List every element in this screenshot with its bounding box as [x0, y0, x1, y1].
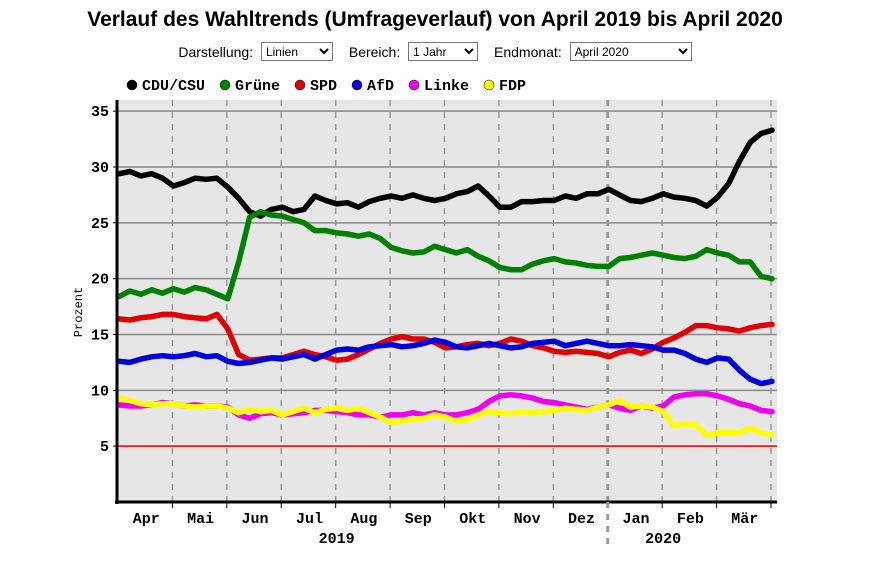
legend-marker-5 [483, 79, 495, 91]
series-line-1 [116, 208, 775, 302]
y-tick-label: 10 [91, 383, 109, 400]
series-line-5 [116, 395, 775, 438]
chart-controls: Darstellung: Linien Bereich: 1 Jahr Endm… [0, 42, 870, 61]
page-title: Verlauf des Wahltrends (Umfrageverlauf) … [87, 8, 783, 31]
legend-label-5: FDP [499, 78, 526, 95]
y-tick-label: 20 [91, 272, 109, 289]
x-tick-label: Jun [242, 511, 269, 528]
x-tick-label: Dez [568, 511, 595, 528]
legend-marker-3 [351, 79, 363, 91]
x-tick-label: Sep [405, 511, 432, 528]
y-tick-label: 30 [91, 160, 109, 177]
bereich-label: Bereich: [348, 43, 401, 60]
legend-marker-0 [126, 79, 138, 91]
legend-label-4: Linke [424, 78, 469, 95]
legend-label-2: SPD [310, 78, 337, 95]
plot-area [117, 100, 777, 502]
grid-lines [117, 100, 777, 502]
x-tick-label: Nov [514, 511, 541, 528]
legend-marker-4 [408, 79, 420, 91]
endmonat-control: Endmonat: April 2020 [494, 42, 692, 61]
legend-label-1: Grüne [235, 78, 280, 95]
y-tick-label: 5 [100, 439, 109, 456]
x-tick-label: Jan [622, 511, 649, 528]
x-tick-label: Mär [731, 511, 758, 528]
series-line-3 [116, 337, 775, 387]
bereich-control: Bereich: 1 Jahr [348, 42, 479, 61]
series-line-2 [116, 311, 775, 363]
legend-marker-2 [294, 79, 306, 91]
x-tick-label: Mai [187, 511, 214, 528]
year-label: 2019 [319, 531, 355, 548]
year-label: 2020 [645, 531, 681, 548]
legend-label-3: AfD [367, 78, 394, 95]
y-tick-label: 25 [91, 216, 109, 233]
y-axis-label: Prozent [72, 287, 86, 337]
endmonat-select[interactable]: April 2020 [569, 42, 692, 61]
y-tick-label: 35 [91, 104, 109, 121]
darstellung-label: Darstellung: [178, 43, 254, 60]
axes: 5 10 15 20 25 30 35 Apr Mai Jun Jul Aug Sep Okt Nov Dez… [91, 100, 777, 548]
bereich-select[interactable]: 1 Jahr [408, 42, 479, 61]
x-tick-label: Aug [350, 511, 377, 528]
legend-marker-1 [219, 79, 231, 91]
series-lines [116, 127, 775, 438]
x-tick-label: Okt [459, 511, 486, 528]
darstellung-select[interactable]: Linien [260, 42, 333, 61]
chart-legend: CDU/CSU Grüne SPD AfD Linke FDP [126, 78, 526, 95]
endmonat-label: Endmonat: [494, 43, 562, 60]
legend-label-0: CDU/CSU [142, 78, 205, 95]
darstellung-control: Darstellung: Linien [178, 42, 333, 61]
y-tick-label: 15 [91, 328, 109, 345]
x-tick-label: Feb [677, 511, 704, 528]
x-tick-label: Jul [296, 511, 323, 528]
series-line-0 [116, 127, 775, 219]
x-tick-label: Apr [133, 511, 160, 528]
